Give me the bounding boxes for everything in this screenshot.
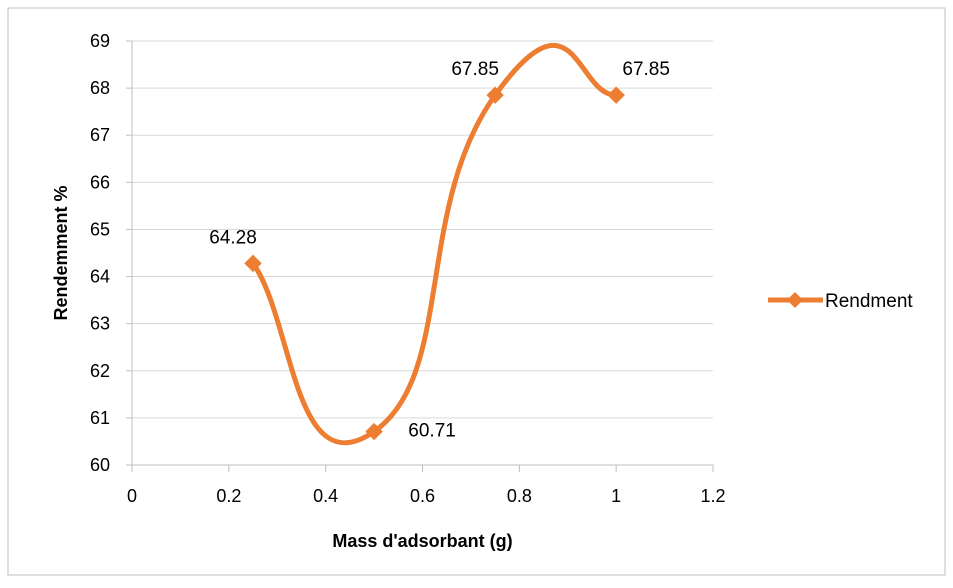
data-point-marker xyxy=(486,86,504,104)
y-axis-title: Rendemment % xyxy=(51,185,71,320)
legend: Rendment xyxy=(768,291,913,312)
x-tick-label: 0 xyxy=(127,486,137,506)
data-label: 60.71 xyxy=(408,421,456,442)
legend-marker-diamond xyxy=(787,292,803,308)
x-tick-label: 0.4 xyxy=(313,486,338,506)
data-label: 64.28 xyxy=(209,227,257,248)
x-tick-label: 0.6 xyxy=(410,486,435,506)
x-tick-label: 1 xyxy=(611,486,621,506)
y-tick-label: 61 xyxy=(90,408,110,428)
data-label: 67.85 xyxy=(622,59,670,80)
data-label: 67.85 xyxy=(451,59,499,80)
legend-label: Rendment xyxy=(825,291,913,312)
chart-border xyxy=(7,7,946,576)
y-tick-label: 68 xyxy=(90,78,110,98)
y-tick-label: 67 xyxy=(90,125,110,145)
y-tick-label: 64 xyxy=(90,267,110,287)
data-point-marker xyxy=(244,254,262,273)
x-tick-label: 0.2 xyxy=(216,486,241,506)
y-tick-label: 66 xyxy=(90,172,110,192)
axes: 60 61 62 63 64 65 66 67 68 69 0 0.2 0.4 0.6 0.8 1 1.2 xyxy=(90,31,726,506)
series-layer xyxy=(244,42,625,446)
data-labels: 64.28 60.71 67.85 67.85 xyxy=(209,59,670,441)
y-tick-label: 65 xyxy=(90,219,110,239)
y-tick-label: 62 xyxy=(90,361,110,381)
x-tick-label: 1.2 xyxy=(700,486,725,506)
y-tick-label: 63 xyxy=(90,314,110,334)
x-tick-label: 0.8 xyxy=(507,486,532,506)
series-line-rendment xyxy=(250,42,619,446)
y-tick-label: 60 xyxy=(90,455,110,475)
gridlines xyxy=(132,40,713,419)
x-axis-title: Mass d'adsorbant (g) xyxy=(332,531,512,551)
data-point-marker xyxy=(607,86,625,104)
data-point-marker xyxy=(365,422,383,441)
y-tick-label: 69 xyxy=(90,31,110,51)
